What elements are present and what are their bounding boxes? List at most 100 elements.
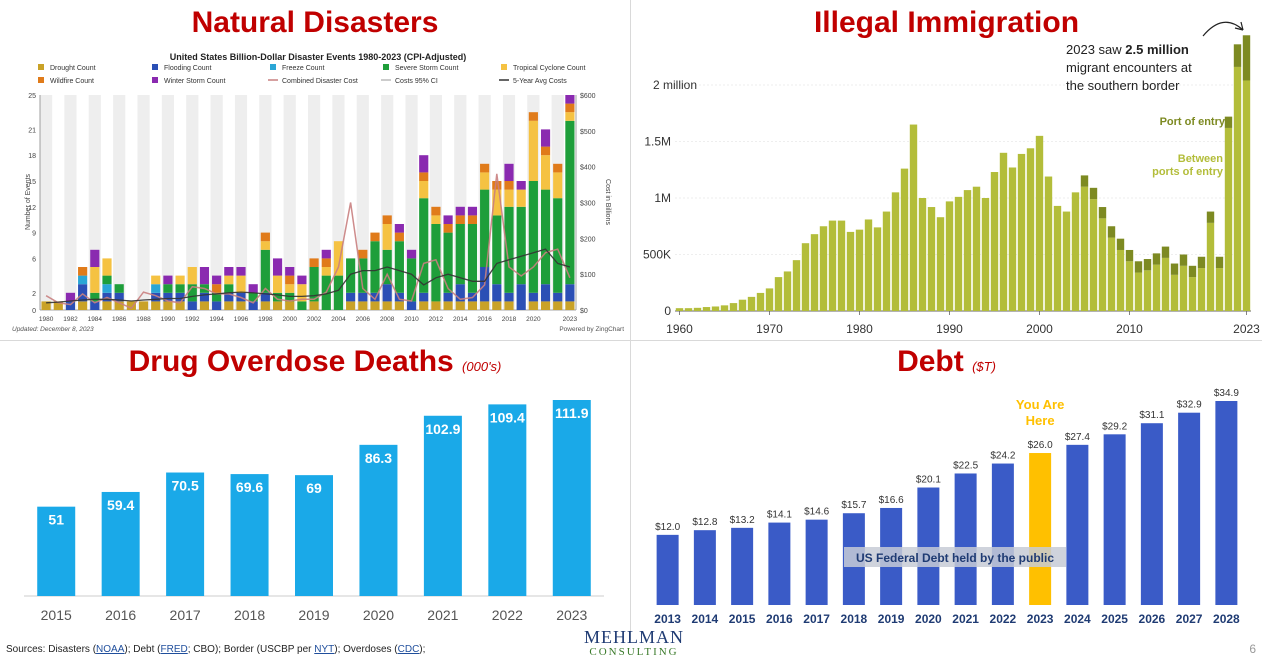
disaster-bar-segment — [212, 275, 222, 285]
disaster-bar-segment — [553, 163, 563, 173]
overdose-chart: 51 2015 59.4 2016 70.5 2017 69.6 2018 69 2019 86.3… — [24, 400, 604, 623]
legend-label: Freeze Count — [282, 65, 324, 72]
immig-bar-between — [801, 243, 810, 311]
immig-bar-between — [837, 220, 846, 311]
overdose-x-label: 2017 — [170, 607, 201, 623]
disaster-bar-segment — [455, 284, 465, 302]
immig-bar-between — [1008, 167, 1017, 311]
immig-bar-between — [1125, 261, 1134, 311]
disaster-bar-segment — [297, 301, 307, 310]
x-tick-label: 2012 — [429, 316, 444, 323]
disaster-bar-segment — [370, 292, 380, 302]
immig-bar-between — [1044, 176, 1053, 311]
immig-bar-between — [1143, 270, 1152, 311]
noaa-link[interactable]: NOAA — [96, 644, 125, 655]
panel-title-disasters: Natural Disasters — [191, 6, 439, 39]
debt-bar — [1178, 412, 1201, 605]
immig-bar-between — [1224, 127, 1233, 311]
disaster-bar-segment — [480, 189, 490, 267]
disaster-bar-segment — [199, 301, 210, 310]
immig-bar-between — [810, 234, 819, 311]
x-tick-label: 1982 — [63, 316, 78, 323]
fred-link[interactable]: FRED — [160, 644, 188, 655]
immig-bar-between — [756, 292, 765, 311]
disaster-bar-segment — [394, 224, 404, 233]
you-are-here-line1: You Are — [1016, 397, 1064, 412]
disaster-bar-segment — [467, 206, 478, 216]
immig-bar-between — [1026, 148, 1035, 311]
vertical-divider — [630, 0, 631, 640]
disaster-bar-segment — [236, 267, 246, 276]
disaster-bar-segment — [212, 284, 222, 293]
nyt-link[interactable]: NYT — [314, 644, 335, 655]
immig-bar-between — [729, 303, 738, 311]
disaster-bar-segment — [394, 232, 404, 242]
y-tick-label: 9 — [32, 231, 36, 238]
disaster-bar-segment — [114, 292, 124, 302]
overdose-x-label: 2015 — [41, 607, 72, 623]
disaster-bar-segment — [565, 112, 575, 121]
disaster-bar-segment — [443, 301, 453, 310]
overdose-value-label: 69.6 — [236, 479, 263, 495]
immig-bar-between — [1206, 222, 1215, 311]
port-of-entry-label: Port of entry — [1160, 116, 1226, 128]
immig-bar-between — [873, 227, 882, 311]
disaster-bar-segment — [333, 275, 344, 310]
immig-bar-between — [882, 211, 891, 311]
disaster-bar-segment — [41, 301, 51, 310]
legend-label: Tropical Cyclone Count — [513, 65, 586, 72]
disaster-bar-segment — [553, 301, 563, 310]
immig-bar-between — [1197, 268, 1206, 311]
debt-x-label: 2027 — [1176, 612, 1203, 626]
immig-x-tick: 2010 — [1116, 322, 1143, 336]
immig-bar-between — [1062, 211, 1071, 311]
immig-y-tick: 0 — [664, 304, 671, 318]
legend-swatch — [383, 64, 389, 70]
x-tick-label: 1994 — [209, 316, 224, 323]
disaster-bar-segment — [370, 232, 380, 242]
immig-bar-between — [765, 288, 774, 311]
y2-axis-label: Cost in Billions — [604, 179, 611, 225]
disaster-bar-segment — [443, 292, 453, 302]
between-label-line1: Between — [1178, 153, 1224, 165]
y-tick-label: 6 — [32, 256, 36, 263]
overdose-value-label: 86.3 — [365, 450, 392, 466]
disaster-bar-segment — [151, 284, 161, 293]
y2-tick-label: $400 — [580, 165, 596, 172]
logo-line-1: MEHLMAN — [584, 627, 684, 647]
disaster-bar-segment — [553, 172, 563, 199]
immig-bar-port — [1179, 254, 1188, 266]
immig-bar-port — [1161, 246, 1170, 258]
x-tick-label: 2002 — [307, 316, 322, 323]
disaster-bar-segment — [224, 284, 234, 293]
disaster-bar-segment — [455, 224, 465, 285]
disaster-bar-segment — [175, 284, 185, 293]
background-band — [64, 95, 77, 310]
debt-panel: Debt ($T) $12.0 2013 $12.8 2014 $13.2 2015 $14… — [631, 341, 1262, 640]
disaster-bar-segment — [528, 301, 538, 310]
overdose-x-label: 2018 — [234, 607, 265, 623]
debt-value-label: $31.1 — [1139, 410, 1164, 421]
immig-bar-between — [1134, 272, 1143, 311]
immig-bar-between — [1107, 237, 1116, 311]
debt-series-label-bg — [844, 547, 1066, 567]
overdose-bar — [101, 491, 140, 596]
disaster-bar-segment — [455, 215, 465, 224]
debt-value-label: $16.6 — [879, 495, 904, 506]
disaster-bar-segment — [65, 301, 76, 310]
disaster-bar-segment — [370, 301, 380, 310]
legend-label: Drought Count — [50, 65, 96, 72]
disaster-bar-segment — [321, 267, 331, 276]
disaster-bar-segment — [175, 292, 185, 302]
disaster-bar-segment — [260, 292, 270, 302]
natural-disasters-panel: Natural Disasters United States Billion-… — [0, 0, 630, 340]
page-number: 6 — [1249, 642, 1256, 656]
cdc-link[interactable]: CDC — [397, 644, 420, 655]
immig-bar-between — [891, 192, 900, 311]
sources-text-2: ; CBO); Border (USCBP per — [187, 644, 315, 655]
disaster-bar-segment — [248, 292, 258, 302]
debt-x-label: 2022 — [990, 612, 1017, 626]
overdose-title-text: Drug Overdose Deaths — [128, 345, 454, 378]
disaster-bar-segment — [419, 292, 429, 302]
disaster-bar-segment — [455, 301, 465, 310]
